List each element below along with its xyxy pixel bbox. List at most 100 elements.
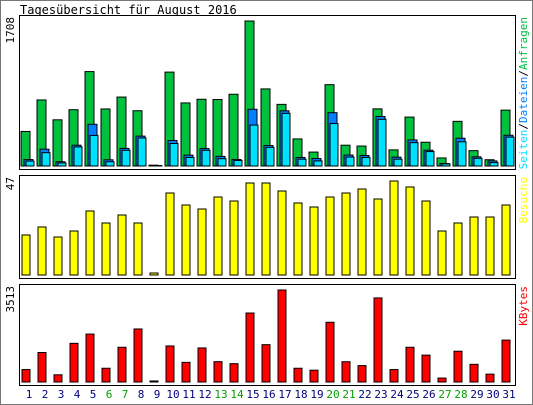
bar-pages xyxy=(281,112,291,167)
legend-separator: / xyxy=(517,70,530,77)
bar-pages xyxy=(505,136,515,167)
bar-requests xyxy=(100,108,111,167)
bar-visits xyxy=(485,216,495,276)
bar-pages xyxy=(473,157,483,167)
x-tick-label: 5 xyxy=(90,388,97,401)
x-tick-label: 9 xyxy=(154,388,161,401)
bar-pages xyxy=(89,134,99,167)
bar-visits xyxy=(389,180,399,276)
bar-pages xyxy=(393,158,403,167)
y-max-label-kbytes: 3513 xyxy=(4,286,17,313)
bar-kbytes xyxy=(149,380,159,383)
bar-pages xyxy=(457,141,467,167)
legend-entry: Dateien xyxy=(517,77,530,123)
bar-pages xyxy=(137,137,147,167)
bar-kbytes xyxy=(165,345,175,383)
bar-kbytes xyxy=(69,342,79,383)
bar-visits xyxy=(437,230,447,276)
bar-pages xyxy=(265,146,275,167)
x-tick-label: 25 xyxy=(406,388,419,401)
x-tick-label: 3 xyxy=(58,388,65,401)
bar-visits xyxy=(453,222,463,276)
page-title: Tagesübersicht für August 2016 xyxy=(20,3,237,17)
x-tick-label: 17 xyxy=(278,388,291,401)
bar-visits xyxy=(101,222,111,276)
bar-kbytes xyxy=(341,361,351,383)
bar-visits xyxy=(469,216,479,276)
legend-entry: Besuche xyxy=(517,177,530,223)
bar-pages xyxy=(441,163,451,167)
bar-kbytes xyxy=(293,367,303,383)
bar-pages xyxy=(25,160,35,167)
bar-visits xyxy=(277,190,287,276)
bar-visits xyxy=(373,198,383,276)
x-tick-label: 24 xyxy=(390,388,404,401)
bar-visits xyxy=(117,214,127,276)
bar-kbytes xyxy=(485,373,495,383)
bar-pages xyxy=(329,123,339,167)
bar-kbytes xyxy=(421,354,431,383)
bar-pages xyxy=(41,152,51,167)
bar-kbytes xyxy=(101,367,111,383)
legend-entry: KBytes xyxy=(517,286,530,326)
x-tick-label: 15 xyxy=(246,388,259,401)
bar-visits xyxy=(325,196,335,276)
x-tick-label: 4 xyxy=(74,388,81,401)
bar-pages xyxy=(57,162,67,167)
bar-kbytes xyxy=(85,333,95,383)
bar-visits xyxy=(213,196,223,276)
bar-pages xyxy=(425,151,435,167)
bar-pages xyxy=(361,156,371,167)
bar-visits xyxy=(69,230,79,276)
bar-visits xyxy=(341,192,351,276)
bar-pages xyxy=(249,124,259,167)
legend-entry: Seiten xyxy=(517,130,530,170)
x-tick-label: 22 xyxy=(358,388,371,401)
bar-pages xyxy=(169,143,179,167)
bar-kbytes xyxy=(277,289,287,383)
bar-visits xyxy=(53,236,63,276)
bar-kbytes xyxy=(133,328,143,383)
bar-pages xyxy=(409,142,419,167)
x-tick-label: 31 xyxy=(502,388,515,401)
bar-pages xyxy=(201,149,211,167)
bar-visits xyxy=(245,182,255,276)
bar-pages xyxy=(297,158,307,167)
legend-separator: / xyxy=(517,123,530,130)
bar-visits xyxy=(421,200,431,276)
bar-requests xyxy=(52,119,63,167)
x-tick-label: 10 xyxy=(166,388,179,401)
legend-hits: Seiten/Dateien/Anfragen xyxy=(517,17,530,169)
bar-kbytes xyxy=(501,339,511,383)
bar-kbytes xyxy=(469,363,479,383)
bar-pages xyxy=(121,149,131,167)
x-tick-label: 8 xyxy=(138,388,145,401)
x-tick-label: 13 xyxy=(214,388,227,401)
bar-visits xyxy=(293,202,303,276)
x-tick-label: 7 xyxy=(122,388,129,401)
bar-pages xyxy=(377,118,387,167)
x-tick-label: 16 xyxy=(262,388,275,401)
x-tick-label: 18 xyxy=(294,388,307,401)
legend-visits: Besuche xyxy=(517,177,530,223)
bar-pages xyxy=(73,146,83,167)
bar-visits xyxy=(165,192,175,276)
x-tick-label: 26 xyxy=(422,388,435,401)
x-tick-label: 1 xyxy=(26,388,33,401)
bar-visits xyxy=(357,188,367,276)
bar-kbytes xyxy=(181,361,191,383)
bar-visits xyxy=(501,204,511,276)
bar-visits xyxy=(261,182,271,276)
bar-pages xyxy=(345,156,355,167)
x-tick-label: 20 xyxy=(326,388,339,401)
bar-kbytes xyxy=(245,312,255,383)
bar-visits xyxy=(405,186,415,276)
bar-kbytes xyxy=(309,369,319,383)
bar-pages xyxy=(233,159,243,167)
legend-kbytes: KBytes xyxy=(517,286,530,326)
bar-visits xyxy=(149,272,159,276)
x-tick-label: 14 xyxy=(230,388,244,401)
x-tick-label: 28 xyxy=(454,388,467,401)
bar-visits xyxy=(229,200,239,276)
